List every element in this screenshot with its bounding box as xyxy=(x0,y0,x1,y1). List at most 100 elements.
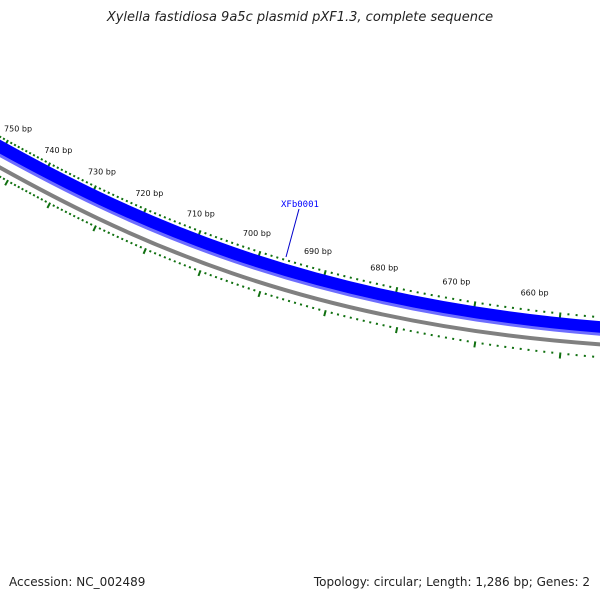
minor-tick-inner xyxy=(0,175,2,179)
minor-tick-outer xyxy=(225,239,229,243)
minor-tick-inner xyxy=(178,262,182,265)
minor-tick-outer xyxy=(270,254,273,257)
minor-tick-inner xyxy=(247,287,251,290)
minor-tick-outer xyxy=(276,256,279,259)
minor-tick-inner xyxy=(89,223,93,226)
minor-tick-outer xyxy=(230,241,234,245)
minor-tick-outer xyxy=(153,212,157,215)
minor-tick-outer xyxy=(158,214,162,217)
minor-tick-inner xyxy=(163,256,167,259)
gene-arc-highlight xyxy=(0,153,600,336)
minor-tick-outer xyxy=(253,249,256,252)
minor-tick-inner xyxy=(168,258,172,261)
major-tick-inner xyxy=(257,290,262,298)
minor-tick-inner xyxy=(158,254,162,257)
minor-tick-inner xyxy=(111,233,115,237)
minor-tick-inner xyxy=(287,299,291,303)
minor-tick-inner xyxy=(183,264,187,267)
minor-tick-inner xyxy=(17,185,21,189)
major-tick-inner xyxy=(197,269,202,277)
minor-tick-inner xyxy=(276,296,279,299)
minor-tick-inner xyxy=(281,298,285,301)
minor-tick-outer xyxy=(13,143,17,147)
minor-tick-outer xyxy=(44,160,48,163)
minor-tick-inner xyxy=(72,214,76,218)
minor-tick-inner xyxy=(36,195,40,199)
minor-tick-outer xyxy=(125,199,129,203)
minor-tick-outer xyxy=(116,195,120,199)
minor-tick-outer xyxy=(40,158,44,161)
major-tick-inner xyxy=(142,247,147,255)
minor-tick-outer xyxy=(178,222,182,225)
minor-tick-outer xyxy=(236,243,239,246)
minor-tick-inner xyxy=(214,275,218,279)
minor-tick-inner xyxy=(2,177,6,181)
minor-tick-inner xyxy=(60,208,64,212)
minor-tick-inner xyxy=(188,266,192,269)
tick-label: 720 bp xyxy=(135,189,163,198)
minor-tick-outer xyxy=(56,166,60,170)
sequence-backbone xyxy=(0,165,600,347)
minor-tick-outer xyxy=(209,233,212,237)
minor-tick-inner xyxy=(107,231,111,235)
minor-tick-outer xyxy=(281,258,285,261)
minor-tick-outer xyxy=(148,209,152,213)
minor-tick-outer xyxy=(24,149,28,153)
minor-tick-inner xyxy=(236,283,239,286)
tick-label: 740 bp xyxy=(44,146,72,155)
major-tick-inner xyxy=(323,310,327,317)
tick-labels: 750 bp 740 bp 730 bp 720 bp 710 bp 700 bp 690 … xyxy=(4,125,548,298)
minor-tick-inner xyxy=(98,227,102,230)
minor-tick-inner xyxy=(52,204,56,207)
minor-tick-outer xyxy=(193,228,197,231)
tick-label: 690 bp xyxy=(304,247,332,256)
gene-label-xfb0001[interactable]: XFb0001 xyxy=(281,200,319,210)
minor-tick-inner xyxy=(209,273,212,277)
minor-tick-outer xyxy=(247,247,251,250)
minor-tick-outer xyxy=(318,268,321,271)
minor-tick-outer xyxy=(68,172,72,176)
minor-tick-inner xyxy=(24,189,28,193)
tick-label: 730 bp xyxy=(88,167,116,176)
minor-tick-inner xyxy=(220,277,223,281)
minor-tick-inner xyxy=(225,279,229,283)
minor-tick-outer xyxy=(305,264,309,268)
minor-tick-inner xyxy=(40,198,44,201)
minor-tick-inner xyxy=(32,193,36,197)
gene-labels: XFb0001 xyxy=(281,200,319,258)
minor-tick-inner xyxy=(28,191,32,195)
minor-tick-outer xyxy=(168,218,172,221)
tick-label: 710 bp xyxy=(187,209,215,218)
topology-summary: Topology: circular; Length: 1,286 bp; Ge… xyxy=(313,575,590,589)
inner-tick-marks xyxy=(0,175,595,359)
minor-tick-inner xyxy=(125,239,129,243)
minor-tick-inner xyxy=(293,301,297,305)
minor-tick-outer xyxy=(111,193,115,197)
minor-tick-inner xyxy=(270,294,273,297)
minor-tick-inner xyxy=(139,245,143,249)
minor-tick-outer xyxy=(130,201,133,205)
minor-tick-inner xyxy=(330,311,333,315)
minor-tick-inner xyxy=(85,220,89,224)
minor-tick-inner xyxy=(173,260,177,263)
minor-tick-inner xyxy=(299,303,303,306)
minor-tick-inner xyxy=(68,212,72,216)
minor-tick-outer xyxy=(264,252,267,256)
gene-arc-xfb0001[interactable] xyxy=(0,139,600,336)
minor-tick-inner xyxy=(153,252,157,255)
minor-tick-outer xyxy=(299,263,303,266)
tick-label: 750 bp xyxy=(4,125,32,134)
minor-tick-inner xyxy=(56,206,60,210)
minor-tick-outer xyxy=(60,168,64,172)
minor-tick-outer xyxy=(139,205,143,209)
major-tick-inner xyxy=(46,202,52,209)
minor-tick-outer xyxy=(28,151,32,155)
minor-tick-outer xyxy=(2,137,6,141)
major-tick-inner xyxy=(92,225,97,232)
minor-tick-outer xyxy=(72,174,76,178)
minor-tick-outer xyxy=(52,164,56,167)
minor-tick-inner xyxy=(81,218,84,222)
minor-tick-outer xyxy=(214,235,218,239)
minor-tick-outer xyxy=(89,183,93,186)
minor-tick-inner xyxy=(116,235,120,239)
